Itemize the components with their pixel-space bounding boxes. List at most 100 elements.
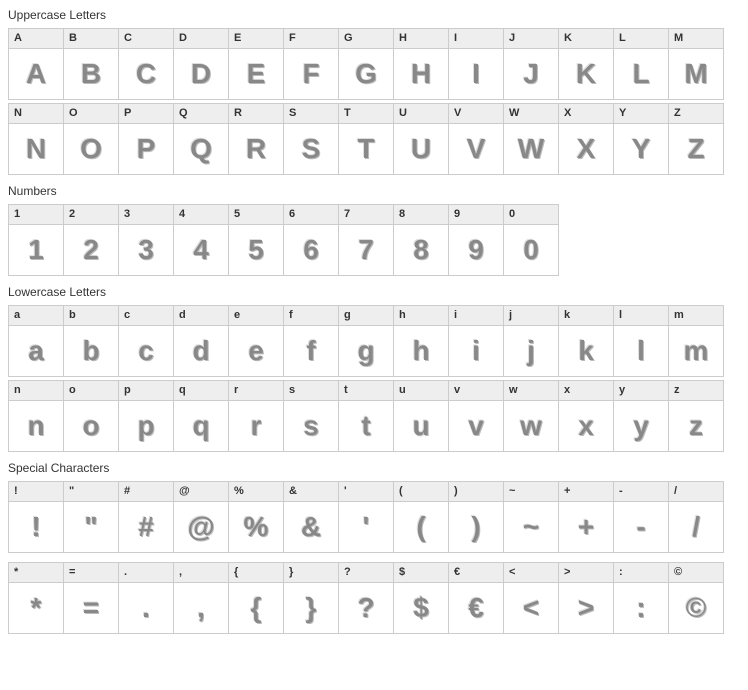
- char-cell: ee: [228, 305, 284, 377]
- char-cell: ZZ: [668, 103, 724, 175]
- char-cell: FF: [283, 28, 339, 100]
- char-cell: ww: [503, 380, 559, 452]
- char-cell: 77: [338, 204, 394, 276]
- char-cell: ==: [63, 562, 119, 634]
- char-label: {: [229, 563, 283, 583]
- char-label: h: [394, 306, 448, 326]
- char-label: €: [449, 563, 503, 583]
- char-glyph: x: [559, 401, 613, 451]
- char-glyph: 2: [64, 225, 118, 275]
- char-label: :: [614, 563, 668, 583]
- char-glyph: o: [64, 401, 118, 451]
- char-glyph: F: [284, 49, 338, 99]
- char-glyph: -: [614, 502, 668, 552]
- char-cell: aa: [8, 305, 64, 377]
- char-label: ,: [174, 563, 228, 583]
- char-cell: gg: [338, 305, 394, 377]
- char-label: X: [559, 104, 613, 124]
- char-cell: II: [448, 28, 504, 100]
- char-cell: vv: [448, 380, 504, 452]
- char-glyph: 7: [339, 225, 393, 275]
- char-cell: mm: [668, 305, 724, 377]
- char-label: 6: [284, 205, 338, 225]
- char-label: &: [284, 482, 338, 502]
- char-glyph: B: [64, 49, 118, 99]
- char-glyph: ?: [339, 583, 393, 633]
- char-label: *: [9, 563, 63, 583]
- char-cell: ##: [118, 481, 174, 553]
- char-glyph: 8: [394, 225, 448, 275]
- char-label: -: [614, 482, 668, 502]
- char-glyph: >: [559, 583, 613, 633]
- char-glyph: G: [339, 49, 393, 99]
- char-cell: zz: [668, 380, 724, 452]
- char-glyph: m: [669, 326, 723, 376]
- char-cell: QQ: [173, 103, 229, 175]
- char-cell: EE: [228, 28, 284, 100]
- char-glyph: ,: [174, 583, 228, 633]
- char-label: 7: [339, 205, 393, 225]
- char-cell: OO: [63, 103, 119, 175]
- char-cell: }}: [283, 562, 339, 634]
- char-glyph: i: [449, 326, 503, 376]
- char-cell: xx: [558, 380, 614, 452]
- lowercase-grid: aa bb cc dd ee ff gg hh ii jj kk ll mm n…: [8, 305, 740, 451]
- char-cell: WW: [503, 103, 559, 175]
- char-label: 0: [504, 205, 558, 225]
- char-cell: ll: [613, 305, 669, 377]
- char-label: 1: [9, 205, 63, 225]
- char-cell: ++: [558, 481, 614, 553]
- char-glyph: c: [119, 326, 173, 376]
- char-cell: tt: [338, 380, 394, 452]
- char-glyph: s: [284, 401, 338, 451]
- char-glyph: a: [9, 326, 63, 376]
- lowercase-section: Lowercase Letters aa bb cc dd ee ff gg h…: [8, 285, 740, 451]
- char-glyph: h: [394, 326, 448, 376]
- char-cell: LL: [613, 28, 669, 100]
- char-glyph: ': [339, 502, 393, 552]
- char-label: V: [449, 104, 503, 124]
- char-cell: bb: [63, 305, 119, 377]
- char-glyph: 4: [174, 225, 228, 275]
- char-glyph: 1: [9, 225, 63, 275]
- char-label: C: [119, 29, 173, 49]
- char-label: i: [449, 306, 503, 326]
- char-label: I: [449, 29, 503, 49]
- char-glyph: ©: [669, 583, 723, 633]
- char-cell: $$: [393, 562, 449, 634]
- char-label: c: [119, 306, 173, 326]
- char-label: w: [504, 381, 558, 401]
- char-label: P: [119, 104, 173, 124]
- char-cell: ((: [393, 481, 449, 553]
- char-label: t: [339, 381, 393, 401]
- char-glyph: J: [504, 49, 558, 99]
- char-label: 3: [119, 205, 173, 225]
- char-label: Z: [669, 104, 723, 124]
- char-glyph: I: [449, 49, 503, 99]
- char-glyph: d: [174, 326, 228, 376]
- char-glyph: {: [229, 583, 283, 633]
- char-glyph: #: [119, 502, 173, 552]
- uppercase-section: Uppercase Letters AA BB CC DD EE FF GG H…: [8, 8, 740, 174]
- char-glyph: E: [229, 49, 283, 99]
- char-label: %: [229, 482, 283, 502]
- char-glyph: ~: [504, 502, 558, 552]
- char-cell: 44: [173, 204, 229, 276]
- char-glyph: $: [394, 583, 448, 633]
- char-cell: **: [8, 562, 64, 634]
- char-cell: qq: [173, 380, 229, 452]
- char-cell: CC: [118, 28, 174, 100]
- char-label: $: [394, 563, 448, 583]
- char-label: A: [9, 29, 63, 49]
- char-label: ©: [669, 563, 723, 583]
- char-glyph: z: [669, 401, 723, 451]
- char-label: r: [229, 381, 283, 401]
- char-cell: yy: [613, 380, 669, 452]
- char-cell: uu: [393, 380, 449, 452]
- char-label: U: [394, 104, 448, 124]
- char-glyph: w: [504, 401, 558, 451]
- char-glyph: :: [614, 583, 668, 633]
- char-label: }: [284, 563, 338, 583]
- char-glyph: p: [119, 401, 173, 451]
- char-label: v: [449, 381, 503, 401]
